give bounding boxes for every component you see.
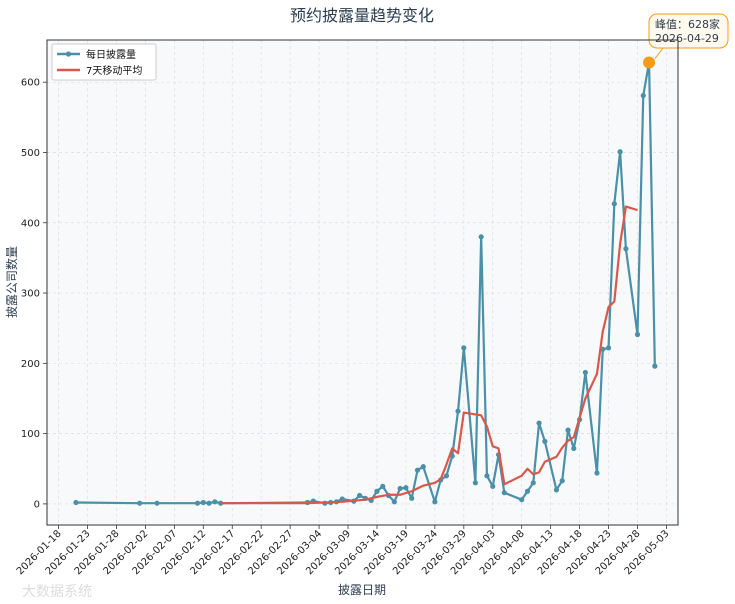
watermark: 大数据系统 [22, 584, 92, 600]
daily-point [420, 464, 426, 470]
daily-point [524, 488, 531, 494]
y-tick-label: 600 [21, 78, 40, 89]
daily-point [443, 473, 450, 479]
peak-annotation-text: 2026-04-29 [655, 32, 719, 45]
daily-point [623, 246, 629, 252]
y-axis-ticks: 0 100 200 300 400 500 600 [21, 78, 47, 510]
legend-label-ma: 7天移动平均 [86, 64, 142, 77]
daily-point [200, 499, 206, 506]
daily-point [559, 478, 565, 484]
daily-point [461, 345, 467, 351]
daily-point [617, 149, 623, 155]
plot-area: 2026-01-182026-01-232026-01-282026-02-02… [15, 13, 729, 577]
grid-lines [47, 40, 678, 525]
y-tick-label: 300 [21, 289, 40, 300]
daily-point [357, 492, 363, 499]
daily-point [478, 234, 484, 240]
daily-point [380, 483, 386, 489]
peak-arrow [654, 47, 664, 59]
daily-point [565, 427, 571, 433]
daily-point [339, 496, 345, 502]
daily-point [582, 369, 588, 376]
daily-point [571, 445, 577, 451]
daily-point [409, 495, 415, 501]
series-layer [73, 59, 658, 506]
plot-frame [46, 39, 679, 526]
daily-point [73, 499, 79, 506]
daily-point [530, 480, 536, 486]
legend-label-daily: 每日披露量 [86, 48, 136, 61]
daily-point [611, 201, 617, 207]
daily-point [218, 500, 224, 506]
x-axis-ticks: 2026-01-182026-01-232026-01-282026-02-02… [15, 525, 672, 577]
moving-average-line [220, 205, 638, 505]
daily-point [374, 488, 380, 494]
daily-point [397, 485, 403, 492]
daily-point [501, 490, 507, 496]
peak-annotation-text: 峰值：628家 [655, 17, 720, 31]
daily-point [484, 473, 490, 479]
series-moving-average [220, 205, 638, 505]
daily-point [194, 500, 201, 506]
legend: 每日披露量 7天移动平均 [51, 43, 157, 81]
daily-point [490, 483, 496, 489]
plot-background [47, 40, 678, 525]
y-tick-label: 500 [21, 148, 40, 159]
daily-point [212, 499, 218, 505]
daily-point [432, 499, 438, 505]
daily-point [652, 363, 658, 369]
daily-point [605, 345, 612, 351]
daily-point [206, 500, 212, 506]
daily-point [137, 500, 143, 506]
daily-point [519, 497, 525, 503]
daily-point [414, 467, 421, 473]
daily-point [472, 480, 478, 486]
chart-title: 预约披露量趋势变化 [290, 6, 434, 25]
y-tick-label: 200 [21, 359, 40, 370]
daily-point [640, 92, 646, 99]
y-tick-label: 0 [34, 499, 40, 510]
daily-point [391, 499, 397, 505]
daily-point [634, 331, 641, 338]
y-axis-label: 披露公司数量 [4, 246, 19, 318]
daily-point [403, 485, 409, 491]
daily-point [154, 500, 160, 506]
y-tick-label: 400 [21, 218, 40, 229]
daily-point [553, 487, 560, 493]
daily-point [455, 408, 461, 414]
daily-point [594, 470, 600, 476]
legend-marker-daily [65, 51, 72, 57]
daily-point [536, 420, 542, 426]
y-tick-label: 100 [21, 429, 40, 440]
daily-point [542, 438, 548, 444]
peak-marker [643, 56, 656, 69]
x-axis-label: 披露日期 [338, 583, 386, 597]
